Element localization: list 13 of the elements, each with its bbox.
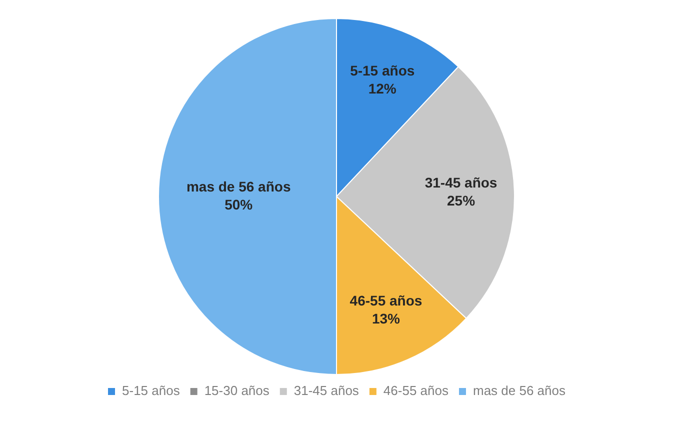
slice-label: mas de 56 años: [186, 178, 291, 194]
slice-label: 46-55 años: [350, 292, 422, 309]
slice-label: 31-45 años: [424, 174, 498, 190]
legend-label: mas de 56 años: [472, 383, 566, 398]
data-label: 25%: [447, 192, 476, 208]
data-label: 12%: [368, 80, 397, 97]
legend-label: 46-55 años: [383, 383, 449, 398]
data-label: 13%: [372, 310, 401, 327]
legend-label: 5-15 años: [122, 383, 180, 398]
legend-label: 15-30 años: [204, 383, 270, 398]
slice-label: 5-15 años: [350, 62, 415, 79]
data-label: 50%: [224, 196, 254, 212]
legend-label: 31-45 años: [294, 383, 360, 398]
